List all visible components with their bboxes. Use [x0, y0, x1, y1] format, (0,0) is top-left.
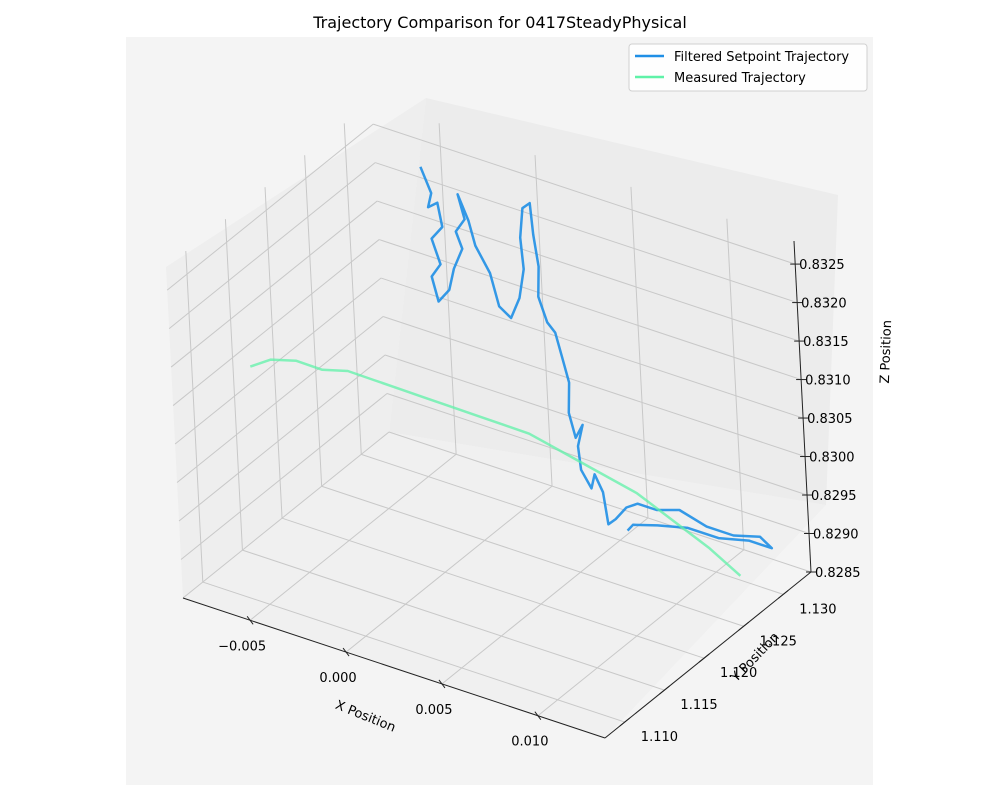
grid-line-z-back — [382, 316, 806, 458]
grid-line-z-side — [170, 200, 378, 368]
grid-line-y-side — [304, 155, 323, 487]
z-tick-label: 0.8310 — [805, 374, 851, 389]
legend: Filtered Setpoint Trajectory Measured Tr… — [628, 43, 868, 92]
grid-line-z-back — [373, 123, 796, 265]
grid-lines — [166, 123, 812, 723]
grid-line-x-back — [534, 155, 553, 487]
series-line-1 — [249, 358, 742, 577]
legend-box — [628, 43, 868, 92]
z-axis-label: Z Position — [878, 320, 895, 384]
z-tick-label: 0.8320 — [801, 297, 847, 312]
back-pane-y — [166, 98, 426, 598]
grid-line-z-back — [380, 277, 804, 419]
y-tick-label: 1.110 — [641, 730, 678, 745]
series-line-0 — [419, 166, 774, 550]
x-tick-label: 0.005 — [415, 703, 452, 718]
grid-line-x-back — [630, 186, 649, 518]
grid-line-y-side — [343, 123, 362, 455]
y-tick-label: 1.120 — [720, 666, 757, 681]
y-tick — [659, 685, 670, 695]
grid-line-z-side — [180, 393, 388, 560]
x-tick-label: 0.010 — [511, 735, 548, 750]
x-tick-label: −0.005 — [218, 639, 266, 654]
grid-line-y-side — [185, 251, 204, 583]
y-tick-label: 1.115 — [680, 698, 717, 713]
grid-line-z-side — [166, 123, 374, 291]
grid-line-z-side — [182, 431, 390, 599]
y-tick-label: 1.125 — [760, 634, 797, 649]
y-tick — [777, 589, 789, 599]
grid-line-z-back — [376, 200, 800, 342]
y-tick — [698, 653, 710, 663]
back-pane-x — [389, 98, 838, 505]
chart-title: Trajectory Comparison for 0417SteadyPhys… — [312, 13, 687, 32]
grid-line-y-floor — [321, 485, 744, 627]
grid-line-z-back — [388, 431, 812, 573]
grid-line-y-floor — [281, 517, 705, 659]
x-tick — [534, 711, 542, 721]
z-tick-label: 0.8325 — [799, 258, 845, 273]
grid-line-y-side — [224, 219, 243, 551]
x-tick — [246, 615, 254, 625]
z-tick-label: 0.8285 — [815, 566, 861, 581]
grid-line-z-back — [384, 354, 808, 496]
grid-line-z-side — [168, 162, 376, 329]
y-tick — [619, 717, 631, 727]
floor-pane — [183, 432, 826, 738]
x-tick-label: 0.000 — [319, 671, 356, 686]
z-tick-label: 0.8295 — [811, 489, 857, 504]
y-tick-label: 1.130 — [799, 602, 836, 617]
grid-line-z-back — [386, 393, 810, 534]
grid-line-z-side — [176, 316, 384, 483]
z-tick-label: 0.8290 — [813, 528, 859, 543]
z-tick-label: 0.8300 — [809, 451, 855, 466]
grid-line-z-side — [178, 354, 386, 522]
grid-line-y-side — [264, 187, 283, 519]
grid-line-z-side — [172, 239, 380, 406]
z-tick-label: 0.8315 — [803, 335, 849, 350]
legend-label-setpoint: Filtered Setpoint Trajectory — [674, 50, 849, 65]
z-axis-line — [793, 240, 812, 573]
grid-line-x-floor — [249, 453, 457, 621]
x-tick — [438, 679, 446, 689]
z-tick-label: 0.8305 — [807, 412, 853, 427]
grid-line-y-floor — [202, 581, 625, 723]
legend-label-measured: Measured Trajectory — [674, 71, 806, 86]
grid-line-z-back — [375, 162, 798, 304]
grid-line-x-floor — [441, 517, 649, 685]
x-axis-line — [182, 597, 606, 739]
grid-line-y-floor — [242, 549, 665, 691]
tick-marks — [246, 263, 816, 727]
y-tick — [738, 621, 749, 631]
grid-line-y-floor — [361, 453, 784, 595]
trajectory-lines — [249, 166, 774, 577]
grid-line-x-floor — [345, 485, 553, 653]
x-tick — [342, 647, 350, 657]
grid-line-x-floor — [537, 549, 745, 717]
grid-line-z-back — [378, 239, 802, 381]
grid-line-x-back — [438, 123, 457, 455]
tick-labels: −0.005 0.000 0.005 0.010 1.110 1.115 1.120 1.12… — [218, 258, 860, 750]
grid-line-x-back — [726, 218, 745, 550]
